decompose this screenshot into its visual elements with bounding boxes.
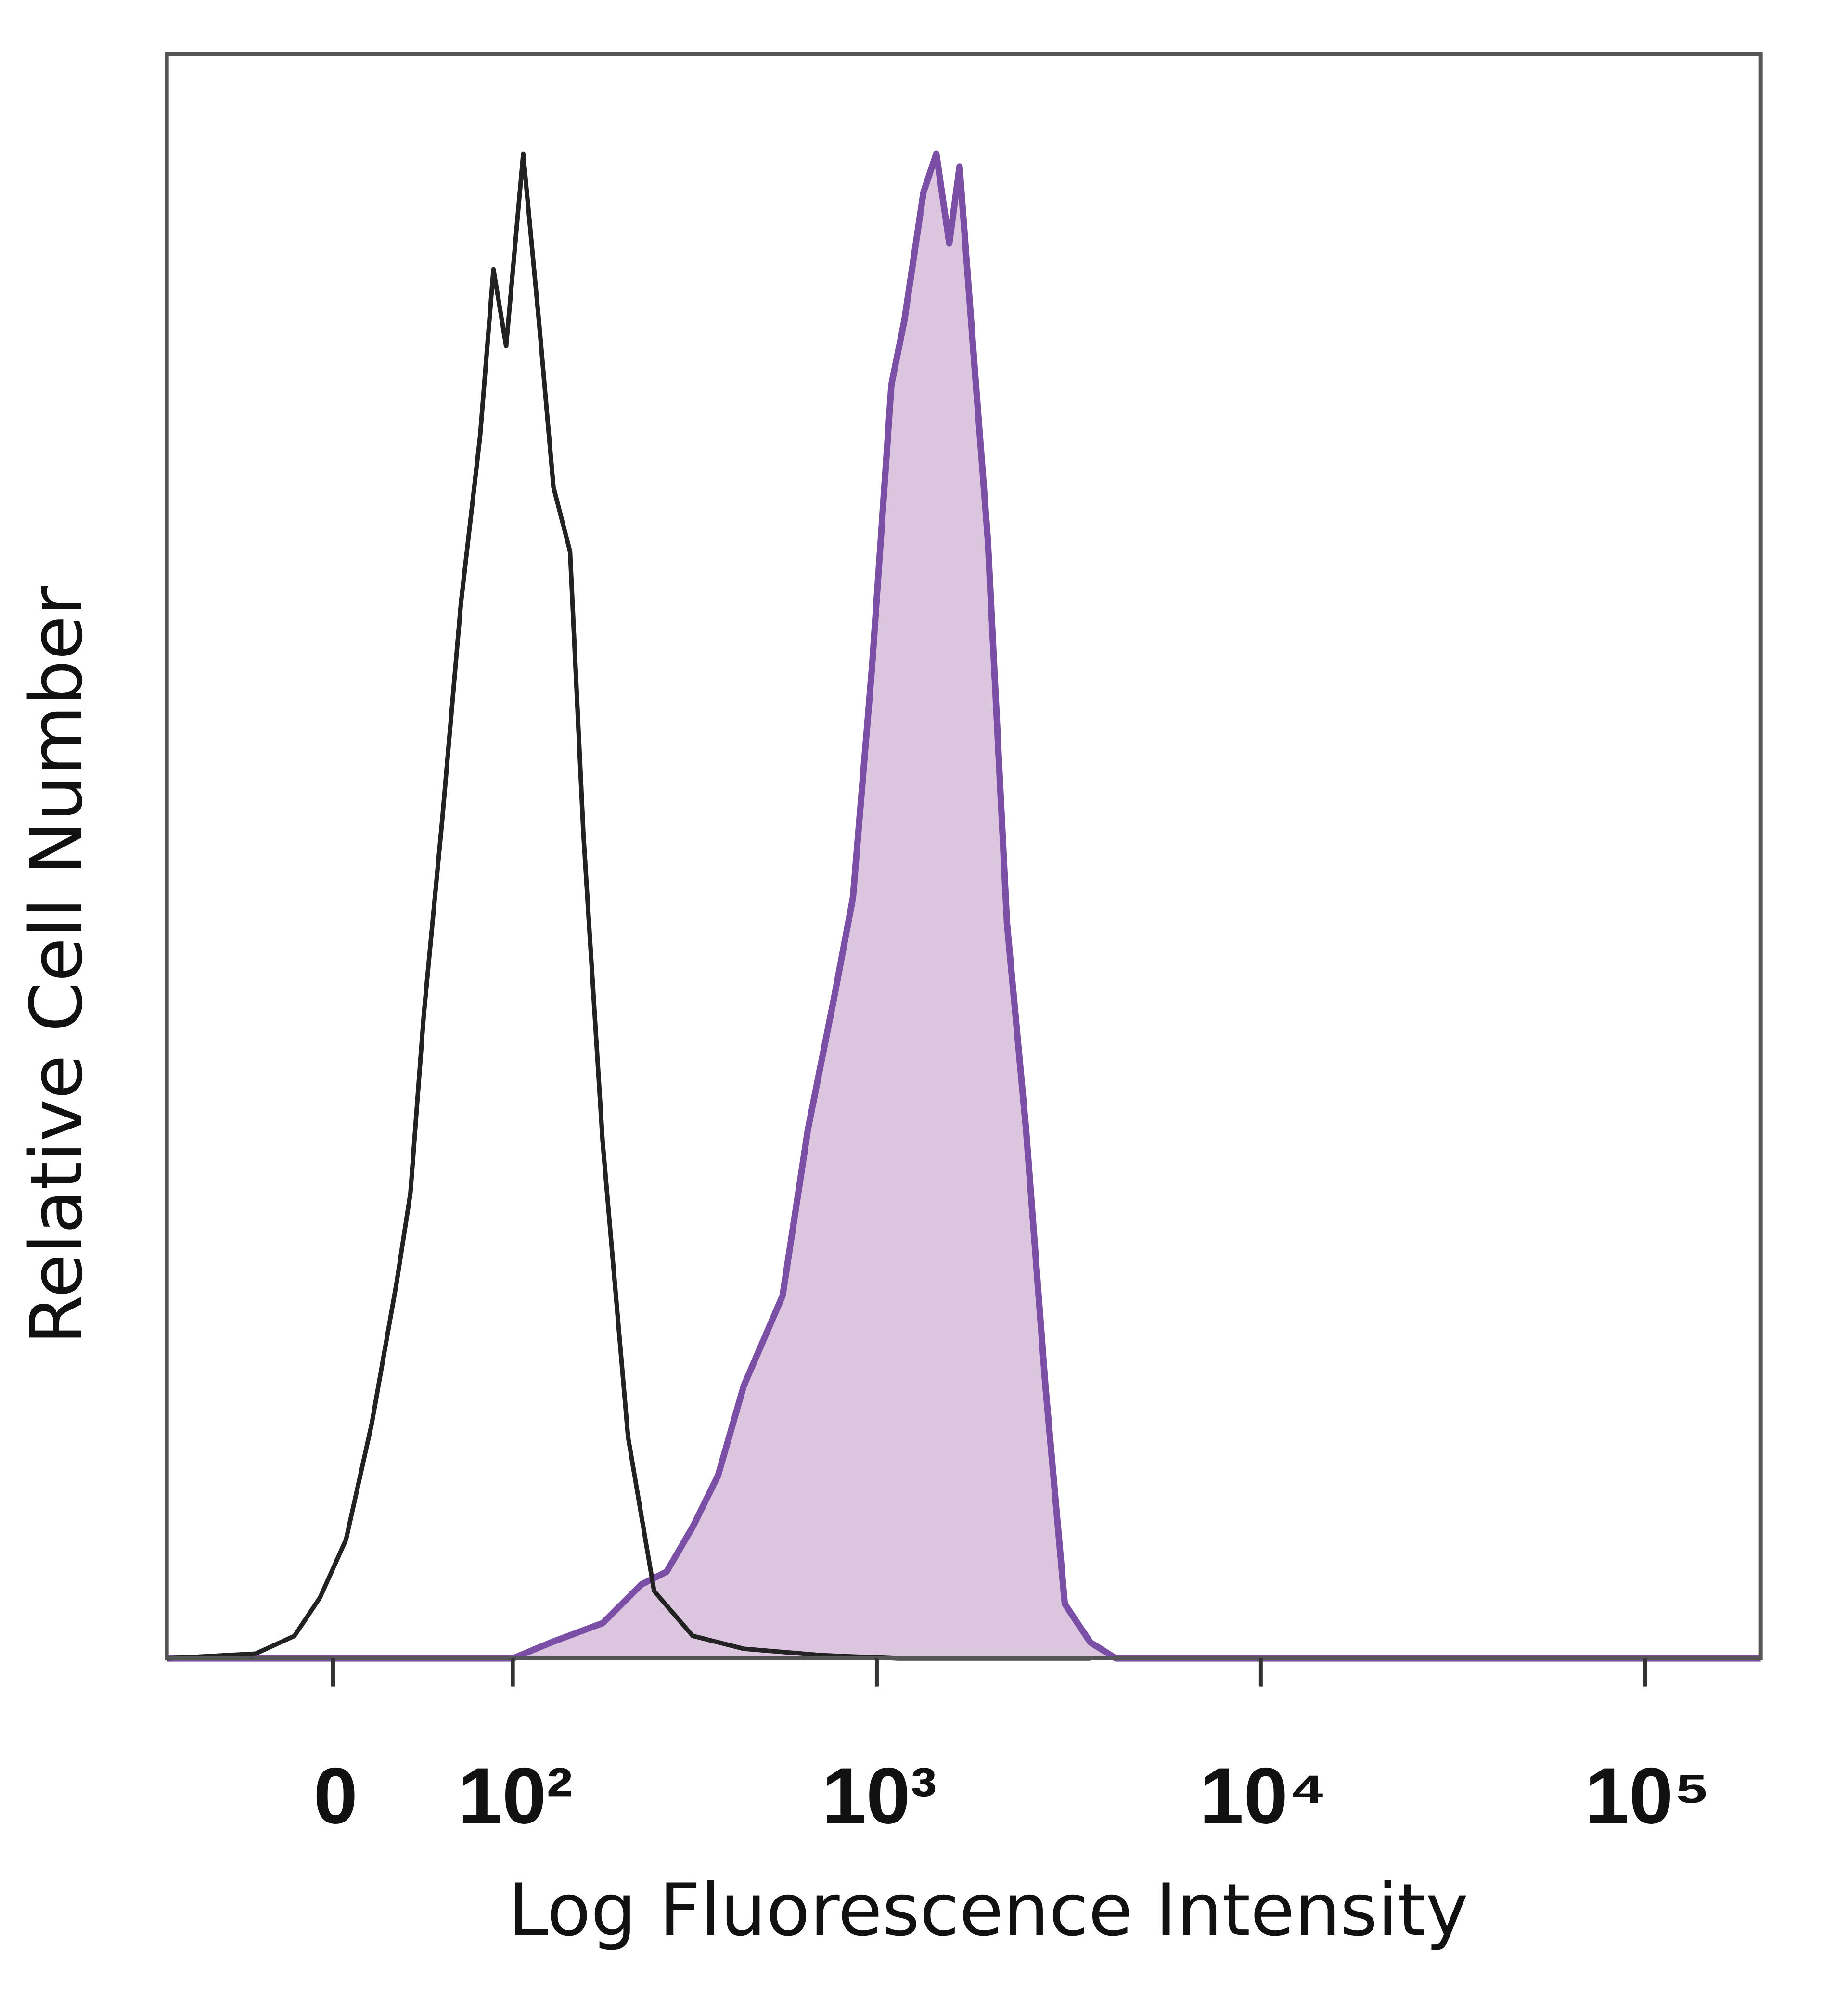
series-line <box>167 150 1761 1662</box>
x-tick-label: 0 <box>313 1751 358 1840</box>
series-line <box>167 151 1091 1661</box>
plot-frame <box>165 52 1763 1660</box>
x-tick-label: 10⁵ <box>1585 1751 1711 1840</box>
series-area <box>167 154 1761 1659</box>
x-tick-label: 10² <box>458 1751 573 1840</box>
y-axis-label: Relative Cell Number <box>15 586 99 1345</box>
x-tick-label: 10³ <box>822 1751 937 1840</box>
x-tick-label: 10⁴ <box>1199 1751 1327 1840</box>
x-axis-label: Log Fluorescence Intensity <box>508 1868 1468 1952</box>
